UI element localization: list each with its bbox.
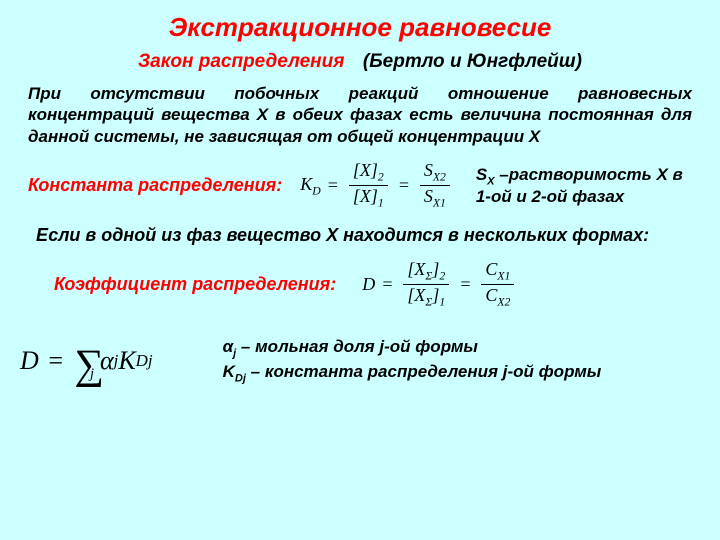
coef-label: Коэффициент распределения: xyxy=(54,274,336,295)
d-sum-formula: D = ∑j αj KDj xyxy=(20,337,153,385)
equals-1: = xyxy=(327,175,339,196)
law-label: Закон распределения xyxy=(138,51,344,72)
frac-xsigma: [XΣ]2 [XΣ]1 xyxy=(403,260,449,310)
slide-title: Экстракционное равновесие xyxy=(28,12,692,43)
equals-3: = xyxy=(381,274,393,295)
k-line: KDj – константа распределения j-ой формы xyxy=(223,361,602,386)
const-row: Константа распределения: KD = [X]2 [X]1 … xyxy=(28,161,692,211)
sum-row: D = ∑j αj KDj αj – мольная доля j-ой фор… xyxy=(28,336,692,386)
subtitle-row: Закон распределения (Бертло и Юнгфлейш) xyxy=(28,51,692,73)
alpha-line: αj – мольная доля j-ой формы xyxy=(223,336,602,361)
body-text: При отсутствии побочных реакций отношени… xyxy=(28,83,692,147)
frac-s: SX2 SX1 xyxy=(420,161,450,211)
equals-2: = xyxy=(398,175,410,196)
d-var: D xyxy=(362,274,375,295)
equals-5: = xyxy=(47,346,65,376)
alpha-k-explain: αj – мольная доля j-ой формы KDj – конст… xyxy=(223,336,602,386)
slide: Экстракционное равновесие Закон распреде… xyxy=(0,0,720,540)
frac-c: CX1 CX2 xyxy=(481,260,514,310)
sx-explain: SX –растворимость Х в 1-ой и 2-ой фазах xyxy=(476,165,686,207)
multi-forms-text: Если в одной из фаз вещество X находится… xyxy=(36,225,692,246)
const-label: Константа распределения: xyxy=(28,175,282,196)
equals-4: = xyxy=(459,274,471,295)
d-formula: D = [XΣ]2 [XΣ]1 = CX1 CX2 xyxy=(362,260,518,310)
coef-row: Коэффициент распределения: D = [XΣ]2 [XΣ… xyxy=(54,260,692,310)
authors: (Бертло и Юнгфлейш) xyxy=(363,51,582,72)
kd-formula: KD = [X]2 [X]1 = SX2 SX1 xyxy=(300,161,454,211)
frac-x: [X]2 [X]1 xyxy=(349,161,388,211)
kd-var: KD xyxy=(300,174,320,198)
